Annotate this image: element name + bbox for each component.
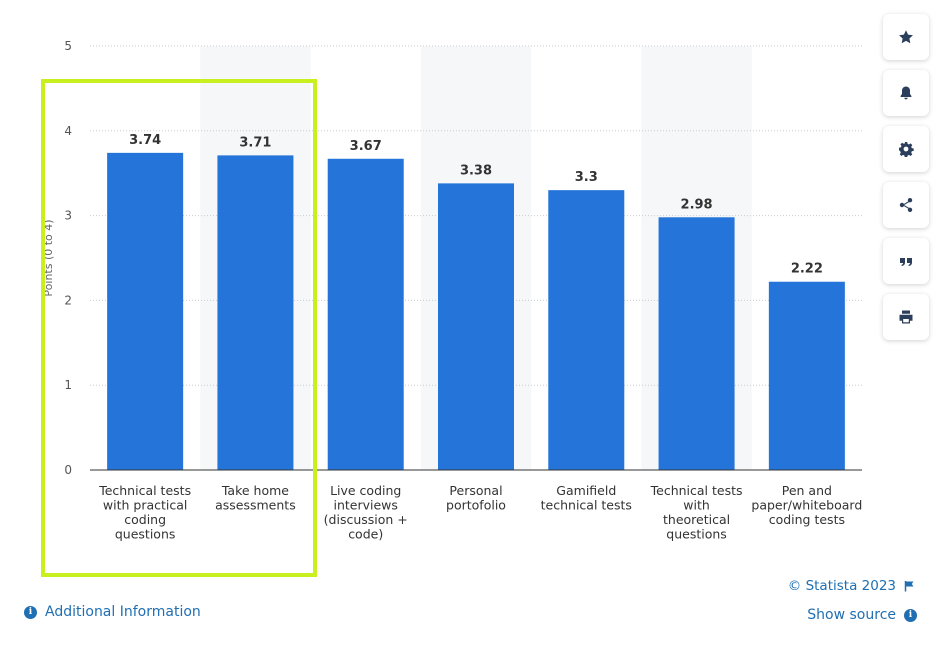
category-label-line: paper/whiteboard (751, 498, 862, 513)
bar (438, 183, 514, 470)
copyright: © Statista 2023 (788, 578, 915, 594)
category-label-line: Personal (449, 483, 502, 498)
category-label: Take home assessments (215, 483, 296, 513)
bar (107, 152, 184, 470)
y-tick-label: 1 (64, 378, 72, 392)
print-button[interactable] (883, 294, 929, 340)
category-label-line: code) (348, 527, 383, 542)
data-label: 3.71 (239, 135, 271, 150)
additional-information-link[interactable]: i Additional Information (24, 604, 201, 620)
star-icon (899, 30, 913, 44)
data-label: 3.3 (575, 170, 598, 185)
gear-icon (899, 142, 914, 157)
category-labels: Technical tests with practical coding quest… (98, 483, 862, 542)
notification-button[interactable] (883, 70, 929, 116)
settings-button[interactable] (883, 126, 929, 172)
category-label-line: (discussion + (324, 512, 408, 527)
category-label: Technical tests with theoretical questions (650, 483, 743, 542)
y-axis-ticks: 0 1 2 3 4 5 (64, 39, 72, 477)
bar (768, 281, 845, 470)
category-label: Gamifield technical tests (541, 483, 632, 513)
data-label: 3.67 (350, 139, 382, 154)
bar (548, 190, 625, 470)
category-label-line: portofolio (446, 498, 506, 513)
data-label: 2.22 (791, 262, 823, 277)
chart-toolbar (883, 14, 931, 350)
show-source-label: Show source (807, 607, 896, 623)
category-label-line: assessments (215, 498, 296, 513)
y-tick-label: 3 (64, 209, 72, 223)
info-icon: i (24, 605, 37, 619)
category-label: Live coding interviews (discussion + code) (324, 483, 408, 542)
category-label-line: questions (666, 527, 727, 542)
show-source-link[interactable]: Show source i (807, 607, 917, 623)
data-labels: 3.74 3.71 3.67 3.38 3.3 2.98 2.22 (129, 133, 823, 277)
cite-button[interactable] (883, 238, 929, 284)
category-label-line: questions (115, 527, 176, 542)
category-label-line: Technical tests (650, 483, 743, 498)
bell-icon (900, 86, 912, 100)
y-tick-label: 4 (64, 124, 72, 138)
share-icon (899, 198, 913, 212)
copyright-text: © Statista 2023 (787, 578, 896, 594)
data-label: 3.38 (460, 163, 492, 178)
category-label-line: interviews (333, 498, 397, 513)
quote-icon (900, 258, 912, 266)
data-label: 2.98 (681, 197, 713, 212)
y-tick-label: 2 (64, 293, 72, 307)
category-label-line: Gamifield (556, 483, 616, 498)
category-label-line: Live coding (330, 483, 401, 498)
category-label: Technical tests with practical coding quest… (98, 483, 191, 542)
category-label-line: Pen and (782, 483, 832, 498)
highlight-box (41, 79, 317, 577)
bar (217, 155, 294, 470)
bars (107, 152, 845, 470)
category-label-line: coding tests (769, 512, 845, 527)
category-label-line: with (683, 498, 710, 513)
category-label-line: Take home (221, 483, 289, 498)
flag-icon[interactable] (904, 580, 915, 592)
category-label-line: coding (124, 512, 166, 527)
info-icon: i (904, 608, 917, 622)
category-label: Pen and paper/whiteboard coding tests (751, 483, 862, 527)
print-icon (899, 310, 913, 324)
category-label-line: Technical tests (98, 483, 191, 498)
y-axis-label: Points (0 to 4) (42, 219, 55, 296)
category-label-line: theoretical (663, 512, 730, 527)
category-label-line: technical tests (541, 498, 632, 513)
category-label-line: with practical (103, 498, 187, 513)
data-label: 3.74 (129, 133, 161, 148)
favorite-button[interactable] (883, 14, 929, 60)
y-tick-label: 0 (64, 463, 72, 477)
share-button[interactable] (883, 182, 929, 228)
y-tick-label: 5 (64, 39, 72, 53)
additional-information-label: Additional Information (45, 604, 201, 620)
bar (658, 217, 735, 470)
category-label: Personal portofolio (446, 483, 506, 513)
bar (327, 158, 404, 470)
